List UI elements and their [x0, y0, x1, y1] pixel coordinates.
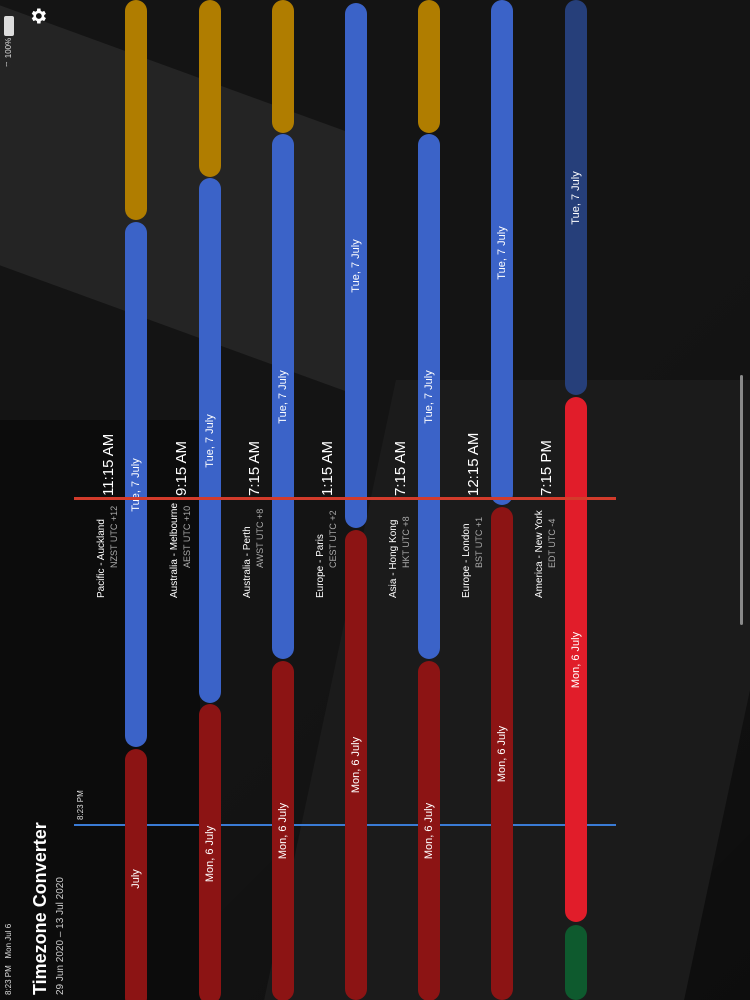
day-segment[interactable]: Mon, 6 July — [565, 397, 587, 922]
status-time-date: 8:23 PM Mon Jul 6 — [4, 924, 13, 995]
timezone-time: 11:15 AM — [100, 433, 117, 496]
day-segment[interactable]: Mon, 6 July — [272, 661, 294, 1000]
day-segment[interactable]: Tue, 7 July — [345, 3, 367, 528]
status-time: 8:23 PM — [4, 965, 13, 995]
scrollbar[interactable] — [740, 375, 743, 625]
timezone-time: 7:15 PM — [538, 440, 555, 496]
timezone-name: America - New York — [534, 510, 545, 598]
day-segment[interactable]: Tue, 7 July — [272, 134, 294, 659]
status-indicators: ⌔ 100% — [4, 15, 14, 68]
day-segment-label: Mon, 6 July — [496, 725, 508, 782]
app-title: Timezone Converter — [30, 822, 50, 995]
day-segment-label: Tue, 7 July — [350, 238, 362, 293]
timezone-name: Pacific - Auckland — [96, 519, 107, 598]
wifi-icon: ⌔ — [4, 60, 14, 68]
day-segment[interactable]: Tue, 7 July — [491, 0, 513, 505]
timezone-name: Europe - Paris — [315, 534, 326, 598]
timezone-abbr: AEST UTC +10 — [182, 505, 192, 568]
timezone-time: 1:15 AM — [319, 440, 336, 496]
day-segment-label: Mon, 6 July — [423, 802, 435, 860]
timezone-time: 7:15 AM — [392, 440, 409, 496]
timezone-time: 9:15 AM — [173, 440, 190, 496]
day-segment-label: Tue, 7 July — [204, 413, 216, 468]
day-segment[interactable] — [125, 0, 147, 220]
timezone-name: Australia - Melbourne — [169, 502, 180, 598]
background-shape — [0, 420, 200, 1000]
day-segment[interactable]: Mon, 6 July — [418, 661, 440, 1000]
day-segment[interactable]: Tue, 7 July — [565, 0, 587, 395]
day-segment-label: Mon, 6 July — [277, 802, 289, 860]
battery-percent: 100% — [4, 37, 14, 59]
timezone-name: Asia - Hong Kong — [388, 519, 399, 598]
timezone-time: 7:15 AM — [246, 440, 263, 496]
timezone-abbr: HKT UTC +8 — [401, 516, 411, 568]
day-segment[interactable]: Tue, 7 July — [125, 222, 147, 747]
timezone-abbr: EDT UTC -4 — [547, 518, 557, 568]
day-segment-label: July — [130, 869, 142, 889]
day-segment[interactable]: Mon, 6 July — [199, 704, 221, 1000]
now-marker-label: 8:23 PM — [76, 790, 85, 820]
battery-icon — [4, 15, 14, 36]
day-segment-label: Tue, 7 July — [277, 369, 289, 424]
status-date: Mon Jul 6 — [4, 923, 13, 959]
timezone-time: 12:15 AM — [465, 432, 482, 496]
timezone-name: Europe - London — [461, 523, 472, 598]
day-segment-label: Tue, 7 July — [496, 225, 508, 280]
day-segment[interactable] — [199, 0, 221, 177]
day-segment[interactable]: Tue, 7 July — [418, 134, 440, 659]
day-segment-label: Mon, 6 July — [570, 631, 582, 688]
day-segment[interactable]: Tue, 7 July — [199, 178, 221, 703]
background-shape — [0, 0, 360, 397]
timezone-name: Australia - Perth — [242, 526, 253, 598]
timezone-abbr: CEST UTC +2 — [328, 510, 338, 568]
gear-icon[interactable] — [28, 6, 48, 26]
timezone-abbr: AWST UTC +8 — [255, 508, 265, 568]
day-segment[interactable] — [418, 0, 440, 133]
day-segment[interactable]: July — [125, 749, 147, 1000]
day-segment-label: Tue, 7 July — [570, 170, 582, 225]
day-segment[interactable]: Mon, 6 July — [345, 530, 367, 1000]
timezone-abbr: BST UTC +1 — [474, 516, 484, 568]
timezone-abbr: NZST UTC +12 — [109, 505, 119, 568]
day-segment[interactable]: Mon, 6 July — [491, 507, 513, 1000]
selected-time-line[interactable] — [74, 497, 616, 500]
day-segment-label: Mon, 6 July — [350, 736, 362, 794]
day-segment[interactable] — [565, 925, 587, 1000]
day-segment-label: Tue, 7 July — [423, 369, 435, 424]
day-segment[interactable] — [272, 0, 294, 133]
date-range: 29 Jun 2020 – 13 Jul 2020 — [55, 877, 66, 995]
day-segment-label: Tue, 7 July — [130, 457, 142, 512]
day-segment-label: Mon, 6 July — [204, 825, 216, 883]
